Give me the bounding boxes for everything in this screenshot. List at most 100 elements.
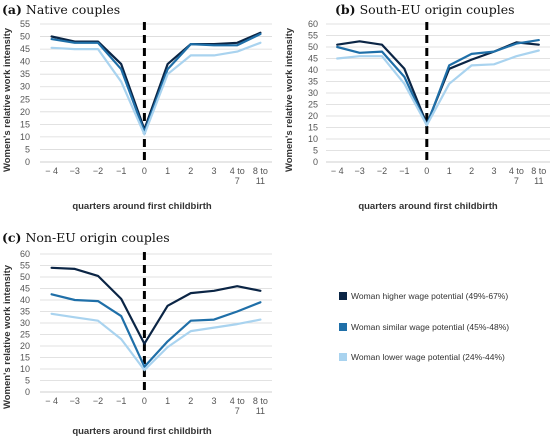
panel-c-xtick-label: 8 to 11 <box>253 396 268 416</box>
panel-b-xtick-label: 2 <box>469 166 474 176</box>
panel-b-ytick-label: 40 <box>308 65 318 75</box>
panel-a-line-lower <box>50 41 262 136</box>
panel-b-ytick-label: 5 <box>313 146 318 156</box>
panel-c-xtick-label: −3 <box>70 396 80 406</box>
panel-a-xtick-label: 3 <box>211 166 216 176</box>
panel-c-xtick-label: 2 <box>188 396 193 406</box>
panel-a-yticks: 0 5 10 15 20 25 30 35 40 45 50 55 <box>20 19 30 167</box>
panel-a-ytick-label: 55 <box>20 19 30 29</box>
panel-c-line-lower <box>50 312 262 372</box>
panel-a-ytick-label: 10 <box>20 132 30 142</box>
panel-b-xtick-label: 4 to 7 <box>509 166 524 186</box>
panel-c-xtick-label: 0 <box>142 396 147 406</box>
legend: Woman higher wage potential (49%-67%) Wo… <box>339 291 509 362</box>
legend-label-higher: Woman higher wage potential (49%-67%) <box>351 291 508 301</box>
panel-a-ytick-label: 35 <box>20 69 30 79</box>
panel-b-title-label: (b) <box>335 2 356 17</box>
panel-a-xtick-label: 2 <box>188 166 193 176</box>
panel-b-title-text: South-EU origin couples <box>360 2 515 17</box>
panel-c-series <box>50 266 262 372</box>
panel-c-ytick-label: 0 <box>25 387 30 397</box>
panel-c-ylabel: Women's relative work intensity <box>2 264 13 409</box>
panel-a-line-higher <box>50 31 262 131</box>
panel-c-ytick-label: 35 <box>20 307 30 317</box>
panel-c-xtick-label: −1 <box>116 396 126 406</box>
panel-a-xtick-label: −2 <box>93 166 103 176</box>
panel-a-xtick-label: −3 <box>70 166 80 176</box>
panel-c-title: (c) Non-EU origin couples <box>2 230 170 245</box>
panel-a-title-label: (a) <box>2 2 22 17</box>
panel-a-line-similar <box>50 32 262 133</box>
panel-a-title-text: Native couples <box>26 2 120 17</box>
panel-a-ytick-label: 45 <box>20 44 30 54</box>
panel-c-line-higher <box>50 266 262 345</box>
panel-a-ytick-label: 0 <box>25 157 30 167</box>
panel-b-xtick-label: 8 to 11 <box>531 166 546 186</box>
panel-c-ytick-label: 45 <box>20 284 30 294</box>
panel-c-title-label: (c) <box>2 230 21 245</box>
panel-a: (a) Native couples Women's relative work… <box>2 2 272 212</box>
panel-c-ytick-label: 15 <box>20 353 30 363</box>
panel-b-ytick-label: 15 <box>308 123 318 133</box>
legend-swatch-lower <box>339 353 347 361</box>
panel-b-series <box>336 39 540 127</box>
panel-b-xticks: − 4 −3 −2 −1 0 1 2 3 4 to 7 8 to 11 <box>331 166 546 186</box>
panel-b-grid <box>326 23 550 163</box>
panel-b-ytick-label: 30 <box>308 88 318 98</box>
panel-c-ytick-label: 30 <box>20 318 30 328</box>
panel-b-xlabel: quarters around first childbirth <box>358 201 498 212</box>
panel-c-ytick-label: 60 <box>20 249 30 259</box>
panel-c-xtick-label: 3 <box>211 396 216 406</box>
panel-b-line-similar <box>336 39 540 127</box>
legend-swatch-higher <box>339 292 347 300</box>
panel-c-xticks: − 4 −3 −2 −1 0 1 2 3 4 to 7 8 to 11 <box>45 396 268 416</box>
panel-c-xlabel: quarters around first childbirth <box>72 426 212 437</box>
panel-a-xtick-label: 4 to 7 <box>230 166 245 186</box>
panel-c-xtick-label: − 4 <box>45 396 58 406</box>
panel-b-line-higher <box>336 40 540 126</box>
panel-c-xtick-label: −2 <box>93 396 103 406</box>
legend-label-lower: Woman lower wage potential (24%-44%) <box>351 352 505 362</box>
legend-label-similar: Woman similar wage potential (45%-48%) <box>351 322 509 332</box>
panel-b-ytick-label: 0 <box>313 157 318 167</box>
panel-c: (c) Non-EU origin couples Women's relati… <box>2 230 272 437</box>
panel-b-ytick-label: 10 <box>308 134 318 144</box>
panel-b-title: (b) South-EU origin couples <box>335 2 515 17</box>
panel-a-ytick-label: 50 <box>20 32 30 42</box>
legend-item-higher: Woman higher wage potential (49%-67%) <box>339 291 508 301</box>
panel-a-xtick-label: −1 <box>116 166 126 176</box>
legend-item-similar: Woman similar wage potential (45%-48%) <box>339 322 509 332</box>
panel-a-ytick-label: 15 <box>20 119 30 129</box>
panel-c-ytick-label: 25 <box>20 330 30 340</box>
panel-a-ytick-label: 40 <box>20 57 30 67</box>
panel-a-xtick-label: 1 <box>165 166 170 176</box>
legend-swatch-similar <box>339 323 347 331</box>
panel-b: (b) South-EU origin couples Women's rela… <box>284 2 550 212</box>
panel-b-xtick-label: 0 <box>424 166 429 176</box>
panel-c-line-similar <box>50 293 262 368</box>
panel-a-ytick-label: 5 <box>25 144 30 154</box>
panel-a-xtick-label: 8 to 11 <box>253 166 268 186</box>
panel-b-ytick-label: 25 <box>308 100 318 110</box>
panel-a-ylabel: Women's relative work intensity <box>2 27 13 172</box>
panel-b-xtick-label: −3 <box>354 166 364 176</box>
panel-b-xtick-label: −2 <box>377 166 387 176</box>
panel-a-xticks: − 4 −3 −2 −1 0 1 2 3 4 to 7 8 to 11 <box>45 166 268 186</box>
panel-a-series <box>50 31 262 136</box>
panel-b-xtick-label: 1 <box>447 166 452 176</box>
panel-b-ylabel: Women's relative work intensity <box>284 27 295 172</box>
panel-c-grid <box>40 253 272 393</box>
panel-b-ytick-label: 20 <box>308 111 318 121</box>
panel-b-ytick-label: 55 <box>308 31 318 41</box>
panel-c-xtick-label: 4 to 7 <box>230 396 245 416</box>
panel-b-ytick-label: 60 <box>308 19 318 29</box>
panel-c-xtick-label: 1 <box>165 396 170 406</box>
panel-a-ytick-label: 20 <box>20 107 30 117</box>
panel-a-xlabel: quarters around first childbirth <box>72 201 212 212</box>
panel-b-ytick-label: 35 <box>308 77 318 87</box>
panel-c-ytick-label: 10 <box>20 364 30 374</box>
legend-item-lower: Woman lower wage potential (24%-44%) <box>339 352 505 362</box>
panel-c-title-text: Non-EU origin couples <box>25 230 169 245</box>
